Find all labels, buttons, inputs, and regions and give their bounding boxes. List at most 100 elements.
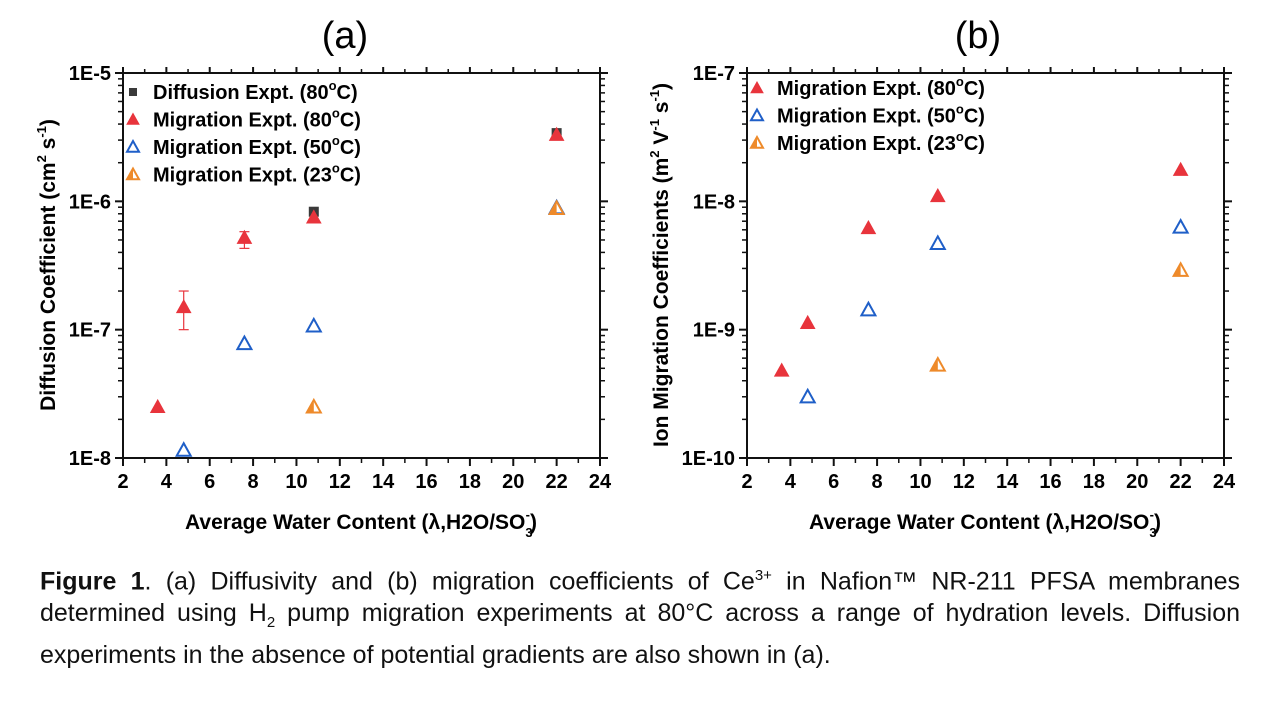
- legend-label: Migration Expt. (80oC): [777, 74, 985, 100]
- legend-label-sup: o: [956, 74, 964, 89]
- data-point: [1171, 218, 1190, 234]
- figure-caption: Figure 1. (a) Diffusivity and (b) migrat…: [40, 560, 1240, 671]
- y-label-mid: s: [37, 138, 60, 156]
- points-a: [149, 126, 566, 457]
- marker-outline: [1171, 261, 1190, 277]
- data-point: [773, 362, 790, 377]
- legend-label-main: Migration Expt. (80: [153, 110, 332, 132]
- x-tick-label: 4: [785, 471, 797, 493]
- x-tick-label: 14: [372, 471, 395, 493]
- legend-marker: [125, 166, 141, 181]
- y-axis-label-b: Ion Migration Coefficients (m2 V-1 s-1): [647, 83, 673, 447]
- x-label-main: Average Water Content (λ,H2O/SO: [185, 511, 525, 534]
- marker-outline: [305, 397, 323, 414]
- data-point: [305, 316, 323, 333]
- figure: (a) 2 4 6 8 10 12 14 16 18 20 22 241E-81E-71E-61E-5…: [34, 15, 1236, 540]
- x-label-main: Average Water Content (λ,H2O/SO: [809, 511, 1149, 534]
- x-tick-label: 8: [872, 471, 883, 493]
- y-tick-label: 1E-5: [69, 63, 111, 85]
- legend-label-sup: o: [332, 133, 340, 148]
- x-label-end: ): [530, 511, 537, 534]
- data-point: [859, 300, 878, 317]
- data-point: [799, 314, 816, 329]
- y-label-end: ): [37, 119, 60, 126]
- legend-marker: [750, 80, 764, 94]
- marker-outline: [929, 355, 947, 372]
- caption-ce-sup: 3+: [754, 567, 772, 584]
- y-tick-label: 1E-10: [682, 448, 735, 470]
- legend-label: Migration Expt. (23oC): [153, 161, 361, 187]
- data-point: [799, 387, 817, 404]
- data-point: [175, 441, 193, 457]
- x-tick-label: 12: [953, 471, 975, 493]
- legend-label: Migration Expt. (23oC): [777, 129, 985, 155]
- x-tick-label: 22: [1170, 471, 1192, 493]
- legend-label-sup: o: [956, 102, 964, 117]
- data-point: [175, 299, 192, 314]
- panel-a: (a) 2 4 6 8 10 12 14 16 18 20 22 241E-81E-71E-61E-5…: [34, 15, 612, 540]
- y-tick-label: 1E-7: [693, 63, 735, 85]
- data-point: [929, 187, 946, 203]
- x-tick-label: 10: [909, 471, 931, 493]
- y-tick-label: 1E-8: [693, 191, 735, 213]
- x-tick-label: 6: [204, 471, 215, 493]
- caption-part3: pump migration experiments at 80°C acros…: [40, 599, 1240, 670]
- panel-a-label: (a): [322, 15, 368, 57]
- x-tick-label: 6: [828, 471, 839, 493]
- y-axis-label-a: Diffusion Coefficient (cm2 s-1): [34, 119, 60, 411]
- y-tick-label: 1E-7: [69, 320, 111, 342]
- legend-a: Diffusion Expt. (80oC)Migration Expt. (8…: [125, 78, 361, 187]
- data-point: [305, 209, 322, 224]
- legend-label-end: C): [964, 133, 985, 155]
- y-label-sup2: -1: [34, 126, 49, 138]
- legend-marker: [129, 88, 137, 96]
- legend-marker: [749, 107, 765, 122]
- legend-label: Migration Expt. (50oC): [777, 102, 985, 128]
- data-point: [305, 397, 323, 414]
- x-label-sup: -: [526, 507, 530, 522]
- legend-marker: [125, 138, 141, 153]
- panel-b: (b) 2 4 6 8 10 12 14 16 18 20 22 241E-101E-91E-81E-…: [647, 15, 1236, 540]
- x-tick-label: 24: [1213, 471, 1236, 493]
- legend-label-sup: o: [956, 129, 964, 144]
- legend-marker: [126, 112, 140, 125]
- x-label-sub: 3: [1149, 525, 1156, 540]
- x-tick-label: 18: [459, 471, 481, 493]
- legend-b: Migration Expt. (80oC)Migration Expt. (5…: [749, 74, 985, 155]
- y-label-main: Ion Migration Coefficients (m: [650, 158, 673, 447]
- x-tick-label: 24: [589, 471, 612, 493]
- data-point: [548, 126, 565, 141]
- figure-label: Figure 1: [40, 567, 145, 596]
- plot-frame-b: [746, 72, 1225, 459]
- x-tick-label: 2: [117, 471, 128, 493]
- panel-b-label: (b): [955, 15, 1001, 57]
- x-axis-label-a: Average Water Content (λ,H2O/SO3 -): [185, 507, 537, 540]
- legend-label-sup: o: [332, 161, 340, 176]
- y-label-sup2: -1: [647, 119, 662, 131]
- x-tick-label: 20: [1126, 471, 1148, 493]
- marker-outline: [547, 199, 566, 216]
- y-label-main: Diffusion Coefficient (cm: [37, 162, 60, 411]
- x-tick-label: 8: [248, 471, 259, 493]
- y-label-sup3: -1: [647, 90, 662, 102]
- y-tick-label: 1E-9: [693, 320, 735, 342]
- x-tick-label: 22: [546, 471, 568, 493]
- legend-label-main: Diffusion Expt. (80: [153, 82, 329, 104]
- data-point: [1172, 161, 1189, 176]
- legend-label-sup: o: [332, 106, 340, 121]
- x-tick-label: 12: [329, 471, 351, 493]
- x-tick-label: 16: [415, 471, 437, 493]
- data-point: [1171, 261, 1190, 277]
- legend-label: Migration Expt. (50oC): [153, 133, 361, 159]
- x-tick-label: 18: [1083, 471, 1105, 493]
- legend-label-end: C): [964, 78, 985, 100]
- y-label-mid: V: [650, 131, 673, 151]
- data-point: [235, 334, 254, 351]
- y-label-mid2: s: [650, 102, 673, 120]
- y-label-sup1: 2: [647, 150, 662, 157]
- data-point: [236, 229, 253, 244]
- data-point: [860, 219, 877, 235]
- data-point: [149, 398, 166, 414]
- legend-label-end: C): [337, 82, 358, 104]
